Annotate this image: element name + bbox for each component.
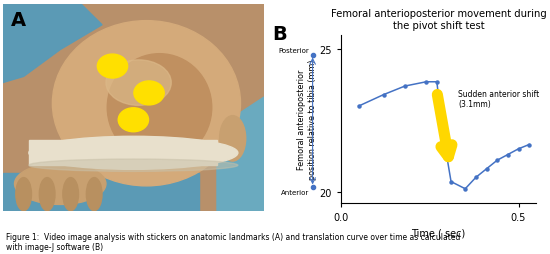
Text: B: B xyxy=(272,25,287,44)
Y-axis label: Femoral anterioposterior
position relative to tibia (mm): Femoral anterioposterior position relati… xyxy=(298,59,317,179)
Circle shape xyxy=(118,108,148,132)
Title: Femoral anterioposterior movement during
the pivot shift test: Femoral anterioposterior movement during… xyxy=(331,9,547,31)
Ellipse shape xyxy=(40,178,55,211)
Ellipse shape xyxy=(107,54,212,162)
Circle shape xyxy=(97,55,128,79)
Ellipse shape xyxy=(52,22,240,186)
Ellipse shape xyxy=(219,116,246,162)
Ellipse shape xyxy=(86,178,102,211)
Text: Figure 1:  Video image analysis with stickers on anatomic landmarks (A) and tran: Figure 1: Video image analysis with stic… xyxy=(6,232,460,251)
Polygon shape xyxy=(3,5,102,83)
Bar xyxy=(29,141,217,166)
Polygon shape xyxy=(3,174,199,211)
Ellipse shape xyxy=(29,160,238,172)
Polygon shape xyxy=(217,98,264,211)
X-axis label: Time ( sec): Time ( sec) xyxy=(411,228,466,238)
Text: Anterior: Anterior xyxy=(281,189,309,195)
Ellipse shape xyxy=(106,61,171,106)
Text: A: A xyxy=(10,11,26,30)
Ellipse shape xyxy=(29,137,238,170)
Text: Sudden anterior shift
(3.1mm): Sudden anterior shift (3.1mm) xyxy=(458,90,540,109)
Ellipse shape xyxy=(63,178,79,211)
Ellipse shape xyxy=(14,164,106,205)
Text: Posterior: Posterior xyxy=(278,48,309,54)
Ellipse shape xyxy=(16,178,31,211)
Circle shape xyxy=(134,82,164,105)
